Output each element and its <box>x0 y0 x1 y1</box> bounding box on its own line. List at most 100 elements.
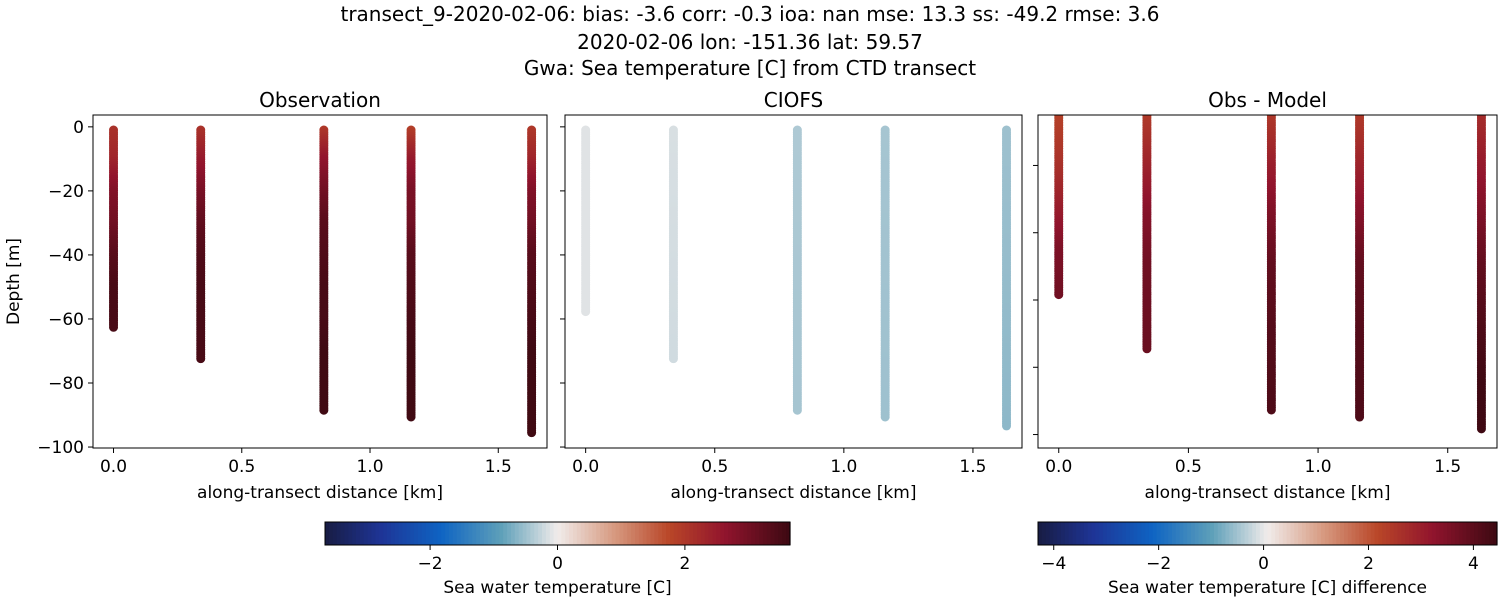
subplot-3: 0.0 0.5 1.0 1.5 Obs - Model along-transect di… <box>1033 88 1498 503</box>
colorbar-segment <box>472 522 477 545</box>
colorbar-segment <box>1240 522 1246 545</box>
colorbar-tick-label: 2 <box>1363 554 1374 574</box>
colorbar-segment <box>445 522 450 545</box>
colorbar-segment <box>344 522 349 545</box>
colorbar-segment <box>514 522 520 545</box>
colorbar-segment <box>1416 522 1422 545</box>
profile-2 <box>1266 115 1276 415</box>
colorbar-segment <box>553 522 559 545</box>
colorbar-segment <box>1225 522 1230 545</box>
colorbar-segment <box>1198 522 1204 545</box>
colorbar-segment <box>332 522 338 545</box>
profile-2 <box>792 125 802 415</box>
colorbar-segment <box>356 522 361 545</box>
colorbar-segment <box>1321 522 1326 545</box>
colorbar-segment <box>452 522 458 545</box>
colorbar-segment <box>1275 522 1280 545</box>
colorbar-segment <box>731 522 737 545</box>
colorbar-segment <box>363 522 369 545</box>
colorbar-segment <box>1305 522 1311 545</box>
profiles <box>1054 97 1486 434</box>
colorbar-segment <box>627 522 632 545</box>
data-point <box>1355 102 1364 111</box>
data-point <box>1054 97 1063 106</box>
colorbar-tick-label: 0 <box>552 554 563 574</box>
x-axis-label: along-transect distance [km] <box>197 483 443 503</box>
x-tick-label: 0.5 <box>228 457 255 477</box>
colorbar-segment <box>1221 522 1227 545</box>
x-tick-label: 0.0 <box>100 457 127 477</box>
axes-frame <box>1037 114 1498 449</box>
data-point <box>196 354 206 364</box>
y-axis-label: Depth [m] <box>4 238 24 325</box>
x-axis-label: along-transect distance [km] <box>1145 483 1391 503</box>
colorbar-segment <box>1091 522 1096 545</box>
colorbar-segment <box>503 522 508 545</box>
colorbar-segment <box>1137 522 1142 545</box>
colorbar-segment <box>1405 522 1410 545</box>
colorbar-segment <box>325 522 330 545</box>
x-tick-label: 1.5 <box>1434 457 1461 477</box>
colorbar-segment <box>1156 522 1161 545</box>
colorbar-segment <box>774 522 779 545</box>
colorbar-segment <box>584 522 590 545</box>
profile-0 <box>109 125 119 332</box>
colorbar-segment <box>1168 522 1173 545</box>
colorbar-segment <box>1129 522 1135 545</box>
colorbar-segment <box>728 522 733 545</box>
colorbar-segment <box>1064 522 1070 545</box>
data-point <box>1142 102 1151 111</box>
colorbar-segment <box>1217 522 1223 545</box>
colorbar-segment <box>418 522 423 545</box>
colorbar-segment <box>433 522 438 545</box>
data-point <box>1477 104 1486 113</box>
profile-4 <box>1002 125 1012 431</box>
colorbar-segment <box>1049 522 1054 545</box>
subplot-title: CIOFS <box>764 88 823 112</box>
data-point <box>1477 97 1486 106</box>
colorbar-segment <box>1271 522 1276 545</box>
data-point <box>1054 102 1063 111</box>
colorbar-segment <box>383 522 388 545</box>
colorbar-segment <box>449 522 454 545</box>
colorbar-segment <box>1466 522 1471 545</box>
colorbar-segment <box>491 522 497 545</box>
colorbar-segment <box>1298 522 1303 545</box>
colorbar-segment <box>611 522 617 545</box>
colorbar-segment <box>607 522 613 545</box>
x-tick-label: 0.5 <box>1175 457 1202 477</box>
colorbar-segment <box>1072 522 1077 545</box>
colorbar-segment <box>1179 522 1184 545</box>
colorbar-segment <box>716 522 721 545</box>
colorbar-segment <box>669 522 675 545</box>
colorbar-segment <box>666 522 671 545</box>
colorbar-segment <box>530 522 535 545</box>
colorbar-segment <box>615 522 621 545</box>
colorbar-segment <box>573 522 578 545</box>
data-point <box>1355 99 1364 108</box>
profile-3 <box>1355 99 1365 422</box>
colorbar-segment <box>1328 522 1334 545</box>
colorbar-segment <box>592 522 597 545</box>
colorbar-segment <box>662 522 667 545</box>
colorbar-segment <box>1359 522 1364 545</box>
colorbar-segment <box>1118 522 1123 545</box>
colorbar-segment <box>1068 522 1074 545</box>
colorbar-segment <box>1290 522 1295 545</box>
data-point <box>1477 102 1486 111</box>
colorbar-segment <box>739 522 745 545</box>
colorbar-segment <box>1160 522 1165 545</box>
colorbar-segment <box>1301 522 1307 545</box>
colorbar-segment <box>762 522 768 545</box>
colorbar-segment <box>1420 522 1425 545</box>
colorbar-segment <box>770 522 776 545</box>
data-point <box>1479 115 1484 116</box>
colorbar-segment <box>371 522 376 545</box>
axes-frame <box>92 114 548 449</box>
colorbar-segment <box>538 522 543 545</box>
x-tick-label: 1.0 <box>1305 457 1332 477</box>
colorbar-segment <box>1382 522 1387 545</box>
colorbar-tick-label: 4 <box>1468 554 1479 574</box>
colorbar-segment <box>336 522 342 545</box>
colorbar-segment <box>1374 522 1380 545</box>
